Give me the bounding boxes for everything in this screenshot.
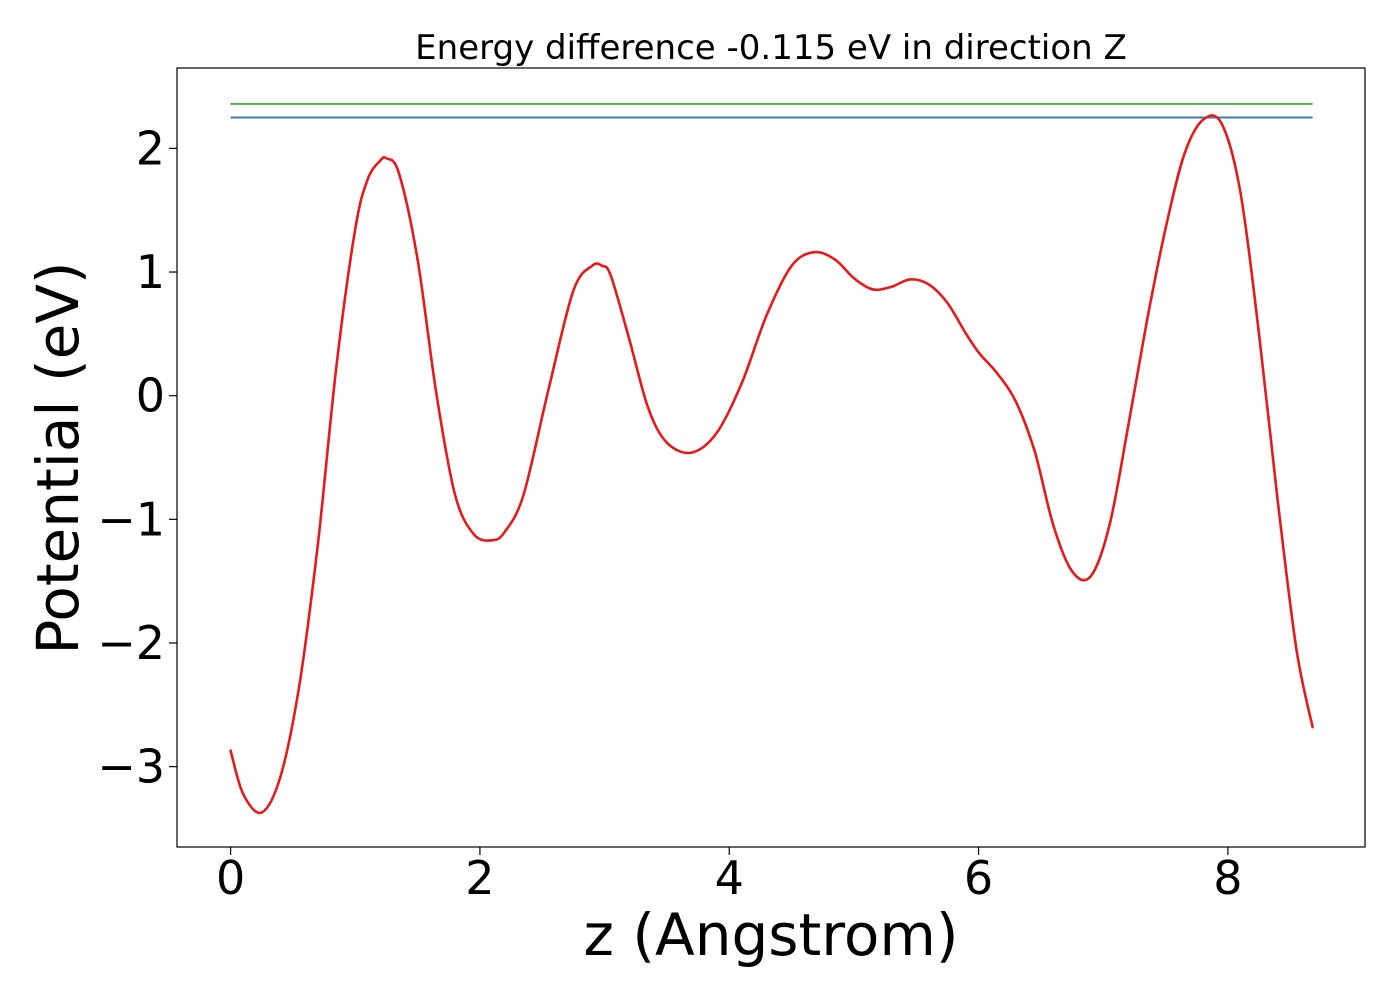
x-tick-label: 0 xyxy=(216,851,245,905)
y-tick-label: −3 xyxy=(97,740,165,794)
series-group xyxy=(229,114,1314,815)
y-axis-ticks: 2 1 0 −1 −2 −3 xyxy=(97,121,177,794)
y-tick-label: −2 xyxy=(97,616,165,670)
x-axis-ticks: 0 2 4 6 8 xyxy=(216,847,1243,905)
plot-area xyxy=(176,67,1366,848)
chart-title: Energy difference -0.115 eV in direction… xyxy=(415,28,1127,68)
reference-lines xyxy=(230,102,1313,119)
y-tick-label: −1 xyxy=(97,492,165,546)
series-line-1 xyxy=(229,114,1314,815)
y-tick-label: 2 xyxy=(136,121,165,175)
y-axis-label: Potential (eV) xyxy=(24,261,92,654)
x-tick-label: 8 xyxy=(1213,851,1242,905)
x-tick-label: 6 xyxy=(964,851,993,905)
x-tick-label: 4 xyxy=(715,851,744,905)
y-tick-label: 1 xyxy=(136,245,165,299)
x-tick-label: 2 xyxy=(465,851,494,905)
y-tick-label: 0 xyxy=(136,369,165,423)
x-axis-label: z (Angstrom) xyxy=(584,901,959,969)
